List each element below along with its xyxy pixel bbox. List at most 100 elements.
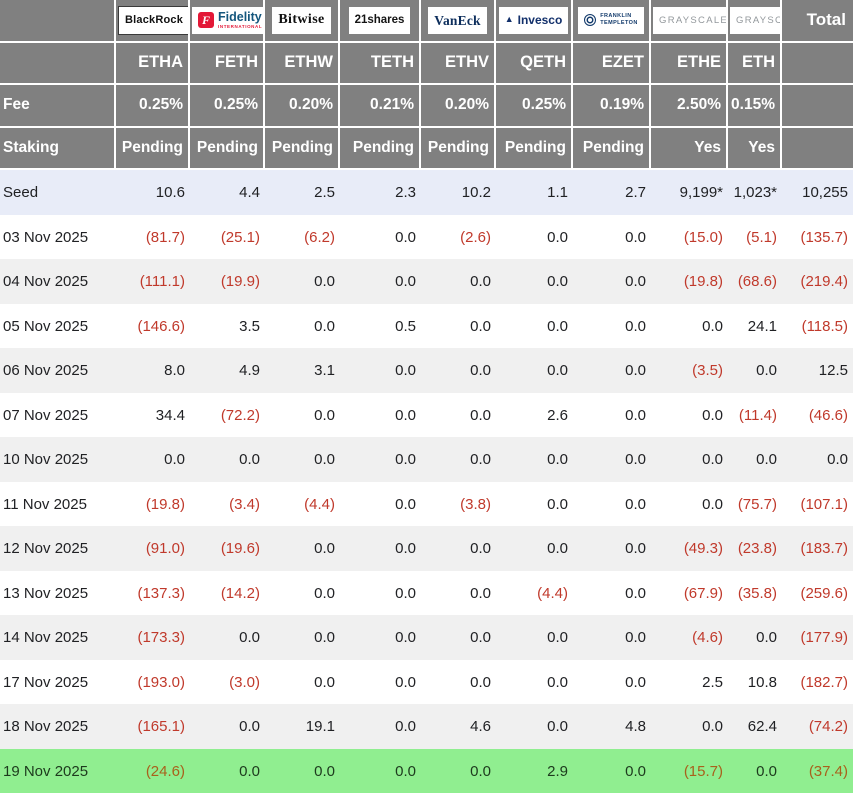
flow-value: 0.0 bbox=[496, 259, 573, 304]
staking-EZET: Pending bbox=[573, 127, 651, 171]
flow-value: 0.0 bbox=[496, 526, 573, 571]
flow-value: 3.1 bbox=[265, 348, 340, 393]
21shares-logo: 21shares bbox=[348, 6, 411, 34]
row-date: 11 Nov 2025 bbox=[0, 481, 116, 527]
flow-value: (4.4) bbox=[496, 570, 573, 616]
flow-value: (165.1) bbox=[116, 704, 190, 749]
flow-value: 0.0 bbox=[265, 615, 340, 660]
flow-value: 0.0 bbox=[728, 615, 782, 660]
staking-row: Staking Pending Pending Pending Pending Pendi… bbox=[0, 127, 853, 171]
flow-value: 0.0 bbox=[496, 659, 573, 705]
flow-value: 3.5 bbox=[190, 303, 265, 349]
fee-TETH: 0.21% bbox=[340, 85, 421, 128]
vaneck-logo: VanEck bbox=[428, 6, 487, 34]
flow-value: 0.0 bbox=[421, 526, 496, 571]
row-date: 07 Nov 2025 bbox=[0, 392, 116, 438]
provider-header-blackrock-ETHA: BlackRock bbox=[116, 0, 190, 43]
flow-value: 0.0 bbox=[496, 348, 573, 393]
flow-value: 0.0 bbox=[421, 392, 496, 438]
ticker-row: ETHA FETH ETHW TETH ETHV QETH EZET ETHE ETH bbox=[0, 42, 853, 86]
flow-value: 12.5 bbox=[782, 348, 853, 393]
staking-QETH: Pending bbox=[496, 127, 573, 171]
flow-value: 0.0 bbox=[651, 481, 728, 527]
row-date: 03 Nov 2025 bbox=[0, 214, 116, 260]
flow-value: (146.6) bbox=[116, 303, 190, 349]
flow-value: 0.0 bbox=[651, 392, 728, 438]
ticker-row-label bbox=[0, 42, 116, 86]
ticker-ETHW: ETHW bbox=[265, 42, 340, 86]
flow-value: 0.0 bbox=[340, 214, 421, 260]
flow-value: 4.9 bbox=[190, 348, 265, 393]
flow-value: 2.5 bbox=[651, 659, 728, 705]
corner-cell bbox=[0, 0, 116, 43]
provider-header-bitwise-ETHW: Bitwise bbox=[265, 0, 340, 43]
flow-value: 0.0 bbox=[421, 259, 496, 304]
staking-ETHW: Pending bbox=[265, 127, 340, 171]
flow-value: (3.8) bbox=[421, 481, 496, 527]
flow-value: 0.0 bbox=[573, 348, 651, 393]
flow-value: 0.0 bbox=[496, 481, 573, 527]
seed-value: 10.2 bbox=[421, 170, 496, 215]
staking-ETHV: Pending bbox=[421, 127, 496, 171]
flow-value: 62.4 bbox=[728, 704, 782, 749]
flow-row: 07 Nov 2025 34.4 (72.2) 0.0 0.0 0.0 2.6 0.0 0.0(… bbox=[0, 392, 853, 438]
flow-value: 2.6 bbox=[496, 392, 573, 438]
flow-value: (2.6) bbox=[421, 214, 496, 260]
flow-value: 0.0 bbox=[573, 481, 651, 527]
staking-row-label: Staking bbox=[0, 127, 116, 171]
flow-value: 0.0 bbox=[421, 748, 496, 794]
row-date: 13 Nov 2025 bbox=[0, 570, 116, 616]
flow-value: 0.0 bbox=[573, 437, 651, 482]
flow-value: 0.0 bbox=[573, 392, 651, 438]
flow-value: 0.0 bbox=[340, 615, 421, 660]
flow-value: 0.0 bbox=[265, 570, 340, 616]
flow-value: 0.0 bbox=[573, 303, 651, 349]
provider-header-vaneck-ETHV: VanEck bbox=[421, 0, 496, 43]
flow-row: 14 Nov 2025 (173.3) 0.0 0.0 0.0 0.0 0.0 0.0 (4.6… bbox=[0, 615, 853, 660]
flow-value: 0.0 bbox=[496, 437, 573, 482]
flow-value: 0.0 bbox=[340, 704, 421, 749]
provider-header-21shares-TETH: 21shares bbox=[340, 0, 421, 43]
seed-row: Seed 10.6 4.4 2.5 2.3 10.2 1.1 2.7 9,199* 1,023* 1… bbox=[0, 170, 853, 215]
flow-value: (91.0) bbox=[116, 526, 190, 571]
ticker-TETH: TETH bbox=[340, 42, 421, 86]
flow-row: 03 Nov 2025 (81.7) (25.1) (6.2) 0.0 (2.6) 0.0 0… bbox=[0, 214, 853, 260]
flow-value: 2.9 bbox=[496, 748, 573, 794]
flow-value: 0.0 bbox=[265, 437, 340, 482]
flow-value: (19.9) bbox=[190, 259, 265, 304]
flow-value: (23.8) bbox=[728, 526, 782, 571]
row-date: 14 Nov 2025 bbox=[0, 615, 116, 660]
flow-value: (67.9) bbox=[651, 570, 728, 616]
flow-value: (259.6) bbox=[782, 570, 853, 616]
provider-header-invesco-QETH: ▲ Invesco bbox=[496, 0, 573, 43]
fee-ETH: 0.15% bbox=[728, 85, 782, 128]
flow-value: (3.5) bbox=[651, 348, 728, 393]
staking-FETH: Pending bbox=[190, 127, 265, 171]
flow-value: 10.8 bbox=[728, 659, 782, 705]
flow-value: 0.0 bbox=[265, 392, 340, 438]
provider-header-grayscale-ETH: Grayscale bbox=[728, 0, 782, 43]
flow-row: 11 Nov 2025 (19.8) (3.4) (4.4) 0.0 (3.8) 0.0 0.… bbox=[0, 481, 853, 527]
flow-value: 0.0 bbox=[265, 748, 340, 794]
fee-row-label: Fee bbox=[0, 85, 116, 128]
row-date: 10 Nov 2025 bbox=[0, 437, 116, 482]
seed-value: 10,255 bbox=[782, 170, 853, 215]
flow-value: 0.0 bbox=[573, 615, 651, 660]
flow-value: 34.4 bbox=[116, 392, 190, 438]
flow-value: 0.0 bbox=[340, 659, 421, 705]
flow-value: (193.0) bbox=[116, 659, 190, 705]
row-date: 04 Nov 2025 bbox=[0, 259, 116, 304]
fee-EZET: 0.19% bbox=[573, 85, 651, 128]
seed-value: 1,023* bbox=[728, 170, 782, 215]
flow-value: 0.0 bbox=[421, 615, 496, 660]
table-header: BlackRock F Fidelity INTERNATIONAL Bitwise 21… bbox=[0, 0, 853, 171]
flow-value: (183.7) bbox=[782, 526, 853, 571]
flow-value: (19.8) bbox=[651, 259, 728, 304]
grayscale-logo: Grayscale bbox=[653, 6, 726, 34]
ticker-FETH: FETH bbox=[190, 42, 265, 86]
flow-value: 0.0 bbox=[340, 570, 421, 616]
flow-row: 05 Nov 2025 (146.6) 3.5 0.0 0.5 0.0 0.0 0.0 0.0 2… bbox=[0, 303, 853, 349]
flow-value: 0.0 bbox=[496, 615, 573, 660]
flow-value: (35.8) bbox=[728, 570, 782, 616]
